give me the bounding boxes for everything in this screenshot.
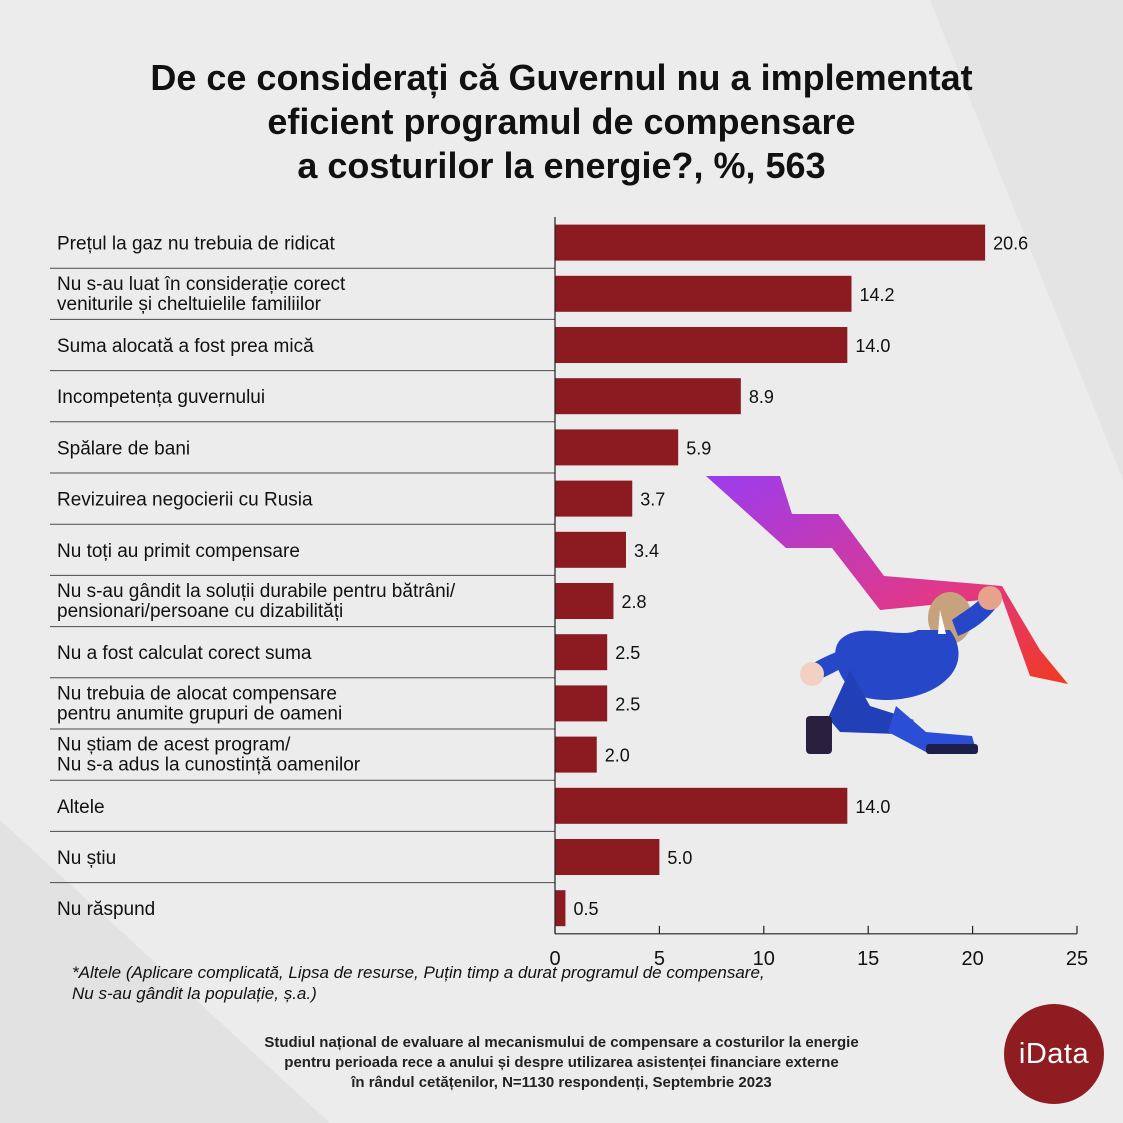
falling-arrow-businessman-icon (706, 476, 1068, 754)
bar (555, 787, 848, 824)
source-line-1: Studiul național de evaluare al mecanism… (264, 1034, 859, 1051)
value-label: 20.6 (993, 234, 1028, 254)
category-label: Nu știu (57, 848, 116, 869)
value-label: 2.8 (621, 592, 646, 612)
bar (555, 890, 566, 927)
title-line-3: a costurilor la energie?, %, 563 (297, 145, 826, 186)
category-label: Nu știam de acest program/Nu s-a adus la… (57, 735, 361, 776)
bar (555, 839, 660, 875)
logo-text: iData (1018, 1037, 1090, 1070)
value-label: 0.5 (573, 899, 598, 919)
category-label: Nu trebuia de alocat compensare pentru an… (57, 683, 342, 724)
x-tick-label: 25 (1066, 948, 1088, 970)
category-label: Altele (57, 797, 105, 818)
x-tick-label: 5 (654, 948, 665, 970)
bar (555, 531, 626, 568)
value-label: 14.0 (855, 797, 890, 817)
category-label: Nu răspund (57, 899, 155, 920)
value-label: 3.7 (640, 490, 665, 510)
value-label: 14.0 (855, 336, 890, 356)
bar (555, 275, 852, 312)
x-tick-label: 15 (857, 948, 879, 970)
category-label: Spălare de bani (57, 438, 190, 459)
value-label: 8.9 (749, 387, 774, 407)
bar (555, 327, 848, 363)
bar (555, 429, 679, 466)
title-line-2-prefix: eficient (267, 101, 404, 142)
title-line-1: De ce considerați că Guvernul nu a imple… (150, 57, 973, 98)
category-label: Nu s-au luat în considerație corect venit… (57, 274, 346, 315)
value-label: 5.0 (667, 848, 692, 868)
businessman-icon (800, 586, 1002, 754)
value-label: 2.5 (615, 694, 640, 714)
bar (555, 634, 608, 671)
bar (555, 224, 986, 261)
x-axis: 0 5 10 15 20 25 (549, 217, 1088, 970)
footnote: *Altele (Aplicare complicată, Lipsa de r… (72, 962, 972, 1004)
x-tick-label: 0 (549, 948, 560, 970)
idata-logo: iData (1004, 1004, 1104, 1104)
row-separators (50, 267, 555, 884)
bar (555, 685, 608, 722)
chart-title: De ce considerați că Guvernul nu a imple… (60, 56, 1063, 188)
source-line-2: pentru perioada rece a anului și despre … (284, 1054, 839, 1071)
bar (555, 736, 597, 773)
source-line-3: în rândul cetățenilor, N=1130 respondenț… (351, 1074, 772, 1091)
falling-arrow-icon (706, 476, 1068, 684)
value-label: 14.2 (859, 285, 894, 305)
footnote-line-2: Nu s-au gândit la populație, ș.a.) (72, 984, 317, 1003)
title-line-2-highlight: programul de compensare (403, 101, 856, 142)
category-label: Nu toți au primit compensare (57, 541, 300, 562)
footnote-line-1: *Altele (Aplicare complicată, Lipsa de r… (72, 963, 765, 982)
source-note: Studiul național de evaluare al mecanism… (200, 1033, 923, 1093)
value-label: 2.0 (605, 746, 630, 766)
value-labels: 20.6 14.2 14.0 8.9 5.9 3.7 3.4 2.8 2.5 2.5 2.0 14.0… (573, 234, 1028, 920)
bar (555, 583, 614, 619)
category-label: Revizuirea negocierii cu Rusia (57, 490, 313, 511)
bar (555, 480, 633, 517)
x-tick-label: 10 (753, 948, 775, 970)
value-label: 2.5 (615, 643, 640, 663)
category-labels: Prețul la gaz nu trebuia de ridicat Nu s-… (57, 234, 456, 921)
bar (555, 378, 741, 415)
value-label: 5.9 (686, 438, 711, 458)
category-label: Nu s-au gândit la soluții durabile pentr… (57, 581, 456, 622)
category-label: Incompetența guvernului (57, 387, 265, 408)
x-tick-label: 20 (961, 948, 983, 970)
category-label: Nu a fost calculat corect suma (57, 643, 312, 664)
value-label: 3.4 (634, 541, 659, 561)
category-label: Prețul la gaz nu trebuia de ridicat (57, 234, 335, 255)
category-label: Suma alocată a fost prea mică (57, 336, 314, 357)
bars (555, 224, 986, 927)
